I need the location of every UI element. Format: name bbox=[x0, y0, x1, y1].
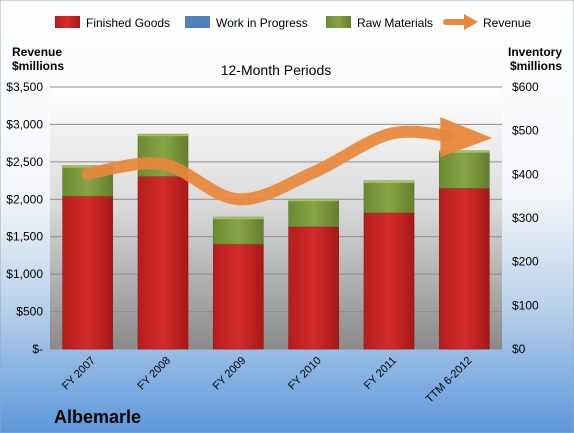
left-tick-label: $2,000 bbox=[6, 192, 43, 206]
left-tick-label: $1,000 bbox=[6, 267, 43, 281]
gridlines bbox=[50, 86, 502, 350]
bar-raw-materials bbox=[288, 198, 339, 228]
legend-label-raw-materials: Raw Materials bbox=[357, 16, 433, 30]
left-axis-ticks: $- $500 $1,000 $1,500 $2,000 $2,500 $3,000 $3,5… bbox=[6, 80, 43, 356]
revenue-series bbox=[81, 117, 493, 206]
revenue-arrowhead bbox=[440, 117, 493, 158]
bar-top-highlight bbox=[213, 217, 264, 220]
legend-label-work-in-progress: Work in Progress bbox=[216, 16, 308, 30]
left-axis-title-line1: Revenue bbox=[12, 45, 62, 59]
bar-finished-goods bbox=[363, 212, 415, 350]
left-tick-label: $3,000 bbox=[6, 117, 43, 131]
bar-finished-goods bbox=[213, 243, 264, 350]
bars bbox=[62, 133, 490, 350]
left-tick-label: $3,500 bbox=[6, 80, 43, 94]
right-axis-title-line2: $millions bbox=[510, 59, 562, 73]
legend-swatch-work-in-progress bbox=[185, 16, 210, 28]
bar-top-highlight bbox=[62, 165, 113, 168]
left-tick-label: $1,500 bbox=[6, 230, 43, 244]
right-tick-label: $100 bbox=[512, 298, 539, 312]
legend-swatch-revenue bbox=[443, 14, 478, 30]
plot-area bbox=[50, 87, 502, 349]
right-axis-ticks: $0 $100 $200 $300 $400 $500 $600 bbox=[512, 80, 539, 356]
revenue-line bbox=[81, 125, 455, 206]
legend-swatch-raw-materials bbox=[326, 16, 351, 28]
bar-top-highlight bbox=[364, 180, 414, 183]
bar-finished-goods bbox=[137, 176, 189, 350]
right-tick-label: $500 bbox=[512, 124, 539, 138]
bar-raw-materials bbox=[213, 216, 264, 245]
bar-finished-goods bbox=[288, 226, 339, 350]
legend-label-finished-goods: Finished Goods bbox=[86, 16, 170, 30]
left-tick-label: $500 bbox=[16, 305, 43, 319]
left-axis-title-line2: $millions bbox=[12, 59, 64, 73]
chart-subtitle: 12-Month Periods bbox=[221, 62, 332, 78]
right-tick-label: $0 bbox=[512, 342, 526, 356]
bar-top-highlight bbox=[138, 134, 188, 137]
legend-swatch-finished-goods bbox=[55, 16, 80, 28]
right-axis-title-line1: Inventory bbox=[508, 45, 562, 59]
bar-finished-goods bbox=[62, 195, 113, 350]
bar-raw-materials bbox=[439, 150, 490, 189]
right-tick-label: $600 bbox=[512, 80, 539, 94]
right-tick-label: $300 bbox=[512, 211, 539, 225]
right-tick-label: $200 bbox=[512, 255, 539, 269]
left-tick-label: $2,500 bbox=[6, 155, 43, 169]
bar-top-highlight bbox=[439, 150, 490, 153]
bar-raw-materials bbox=[363, 180, 415, 214]
left-tick-label: $- bbox=[32, 342, 43, 356]
bar-finished-goods bbox=[439, 188, 490, 350]
legend-label-revenue: Revenue bbox=[483, 16, 531, 30]
legend: Finished Goods Work in Progress Raw Mate… bbox=[55, 14, 531, 30]
company-name: Albemarle bbox=[54, 407, 141, 427]
bar-top-highlight bbox=[288, 199, 339, 202]
right-tick-label: $400 bbox=[512, 167, 539, 181]
